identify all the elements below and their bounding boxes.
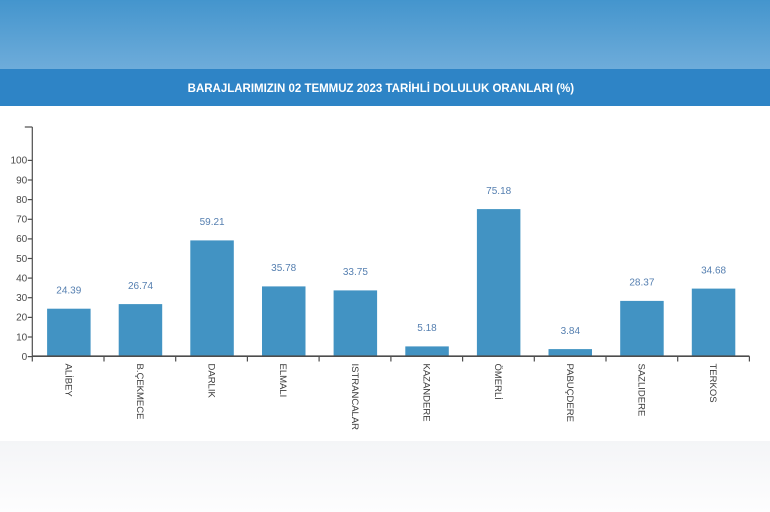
svg-text:10: 10 [16,332,28,343]
svg-text:34.68: 34.68 [701,265,726,276]
svg-text:60: 60 [16,234,28,245]
svg-text:30: 30 [16,293,28,304]
svg-text:SAZLIDERE: SAZLIDERE [635,364,646,417]
svg-text:26.74: 26.74 [128,281,153,292]
svg-text:40: 40 [16,273,28,284]
svg-text:75.18: 75.18 [486,186,511,197]
svg-text:PABUÇDERE: PABUÇDERE [564,364,575,422]
svg-text:0: 0 [22,352,28,363]
svg-text:KAZANDERE: KAZANDERE [421,364,432,422]
svg-text:ALİBEY: ALİBEY [62,364,73,398]
svg-text:100: 100 [11,156,28,167]
svg-text:50: 50 [16,254,28,265]
svg-text:ISTRANCALAR: ISTRANCALAR [349,364,360,431]
svg-text:70: 70 [16,215,28,226]
svg-text:5.18: 5.18 [417,323,437,334]
svg-text:24.39: 24.39 [56,285,81,296]
svg-text:59.21: 59.21 [200,217,225,228]
svg-text:3.84: 3.84 [561,326,581,337]
svg-text:28.37: 28.37 [629,278,654,289]
svg-text:TERKOS: TERKOS [707,364,718,403]
svg-text:80: 80 [16,195,28,206]
svg-text:35.78: 35.78 [271,263,296,274]
svg-text:DARLIK: DARLIK [206,364,217,399]
svg-text:33.75: 33.75 [343,267,368,278]
svg-text:90: 90 [16,175,28,186]
svg-text:20: 20 [16,313,28,324]
svg-text:B.ÇEKMECE: B.ÇEKMECE [134,364,145,420]
svg-text:ÖMERLİ: ÖMERLİ [492,364,503,400]
svg-text:ELMALI: ELMALI [277,364,288,398]
